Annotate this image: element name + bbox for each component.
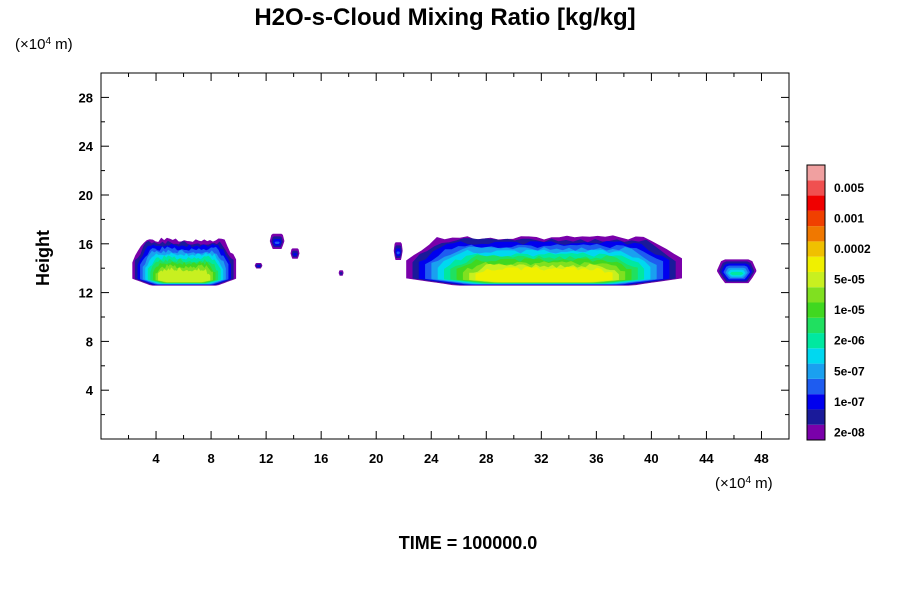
colorbar-swatch (807, 165, 825, 181)
colorbar-frame (806, 164, 826, 441)
colorbar-label: 5e-07 (834, 364, 865, 378)
x-tick-label: 44 (699, 451, 714, 466)
colorbar-swatch (807, 394, 825, 410)
contour-band (339, 272, 343, 275)
y-tick-label: 24 (79, 139, 94, 154)
colorbar-swatch (807, 333, 825, 349)
small-cloud-5 (393, 242, 403, 261)
colorbar-swatch (807, 287, 825, 303)
x-axis: 4 8 12 16 20 24 28 32 36 40 44 48 (128, 73, 790, 466)
right-cloud (717, 259, 757, 284)
colorbar-label: 5e-05 (834, 273, 865, 287)
x-tick-label: 16 (314, 451, 328, 466)
colorbar-label: 2e-06 (834, 334, 865, 348)
colorbar-label: 1e-07 (834, 395, 865, 409)
colorbar-swatch (807, 363, 825, 379)
colorbar-swatch (807, 226, 825, 242)
colorbar-swatch (807, 378, 825, 395)
x-tick-label: 20 (369, 451, 383, 466)
y-axis-label: Height (33, 230, 53, 286)
contour-band (475, 266, 613, 283)
y-tick-label: 8 (86, 334, 93, 349)
small-cloud-2 (290, 248, 300, 259)
colorbar-swatch (807, 317, 825, 334)
small-cloud-4 (338, 270, 344, 276)
colorbar-swatch (807, 348, 825, 364)
small-cloud-3 (254, 262, 263, 269)
y-tick-label: 28 (79, 90, 93, 105)
x-axis-unit: (×104 m) (715, 475, 773, 493)
colorbar-legend: 2e-08 1e-07 5e-07 2e-06 1e-05 5e-05 0.0002 0.00… (806, 164, 871, 441)
x-tick-label: 48 (754, 451, 768, 466)
y-tick-label: 4 (86, 383, 94, 398)
contour-band (396, 251, 400, 255)
colorbar-swatch (807, 409, 825, 425)
y-axis-unit: (×104 m) (15, 36, 73, 54)
y-tick-label: 12 (79, 286, 93, 301)
colorbar-swatch (807, 424, 825, 440)
plot-frame (100, 72, 790, 440)
colorbar-swatch (807, 302, 825, 318)
contour-band (730, 271, 744, 276)
contour-band (256, 265, 261, 268)
x-tick-label: 28 (479, 451, 493, 466)
colorbar-swatch (807, 256, 825, 272)
contour-band (274, 241, 280, 244)
x-tick-label: 8 (207, 451, 214, 466)
colorbar-swatch (807, 180, 825, 196)
colorbar-label: 0.0002 (834, 242, 871, 256)
y-tick-label: 20 (79, 188, 93, 203)
x-tick-label: 24 (424, 451, 439, 466)
colorbar-swatch (807, 241, 825, 257)
colorbar-swatch (807, 195, 825, 211)
x-tick-label: 12 (259, 451, 273, 466)
colorbar-label: 0.001 (834, 211, 864, 225)
colorbar-label: 2e-08 (834, 425, 865, 439)
main-cloud (406, 235, 683, 286)
y-tick-label: 16 (79, 237, 93, 252)
left-cloud (132, 237, 237, 286)
contour-band (158, 267, 211, 283)
colorbar-label: 1e-05 (834, 303, 865, 317)
x-tick-label: 36 (589, 451, 603, 466)
cloud-field (132, 233, 757, 286)
contour-band (293, 253, 298, 256)
chart-title: H2O-s-Cloud Mixing Ratio [kg/kg] (254, 4, 635, 31)
colorbar-label: 0.005 (834, 181, 864, 195)
time-footer: TIME = 100000.0 (399, 533, 538, 553)
small-cloud-1 (269, 233, 285, 249)
x-tick-label: 32 (534, 451, 548, 466)
colorbar-swatch (807, 210, 825, 227)
x-tick-label: 4 (152, 451, 160, 466)
y-axis: 4 8 12 16 20 24 28 (79, 72, 789, 416)
colorbar-swatch (807, 271, 825, 288)
x-tick-label: 40 (644, 451, 658, 466)
